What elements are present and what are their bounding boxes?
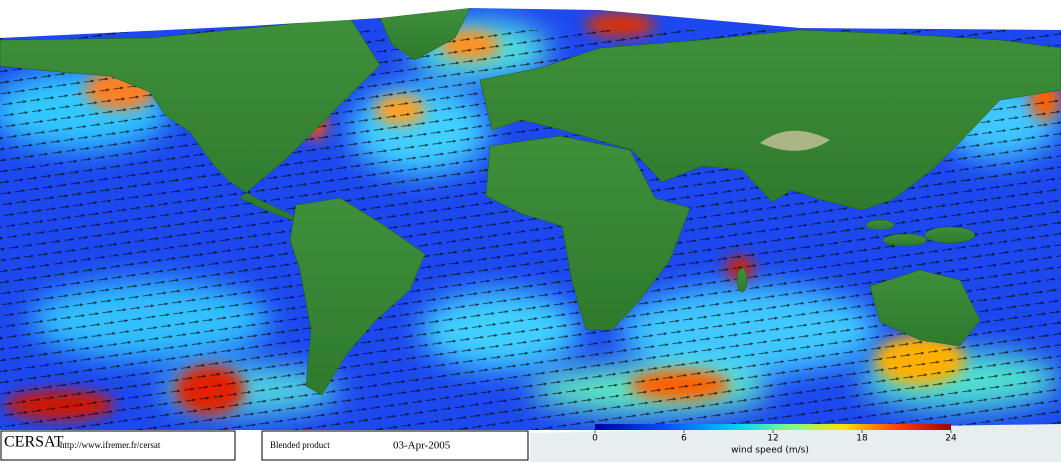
colorbar-tick-label: 0 [592,434,598,444]
arctic [0,0,1061,38]
product-date: 03-Apr-2005 [393,440,451,452]
antarctica [530,424,1061,462]
logo-box [0,430,236,461]
eurasia [479,29,1061,211]
australia [869,269,981,347]
africa [485,135,691,331]
plateau [760,130,830,151]
product-box [261,430,529,461]
url: http://www.ifremer.fr/cersat [60,440,161,450]
colorbar-tick-label: 6 [681,434,687,444]
colorbar-tick-label: 18 [856,434,868,444]
logo: CERSAT [4,434,64,451]
product-name: Blended product [270,440,330,450]
greenland [379,7,471,61]
colorbar-tick-label: 24 [945,434,957,444]
colorbar-label: wind speed (m/s) [731,446,809,456]
colorbar [595,424,951,430]
land [0,7,1061,396]
colorbar-axis: 0 6 12 18 24 [592,430,957,444]
colorbar-tick-label: 12 [767,434,778,444]
south-america [289,197,426,396]
